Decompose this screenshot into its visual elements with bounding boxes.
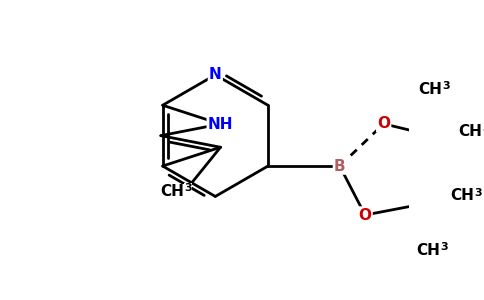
Text: CH: CH — [450, 188, 474, 203]
Text: CH: CH — [458, 124, 483, 139]
Text: CH: CH — [416, 243, 440, 258]
Text: 3: 3 — [483, 123, 484, 134]
Text: NH: NH — [208, 116, 233, 131]
Text: O: O — [359, 208, 372, 223]
Text: 3: 3 — [184, 183, 192, 193]
Text: 3: 3 — [440, 242, 448, 253]
Text: CH: CH — [160, 184, 184, 199]
Text: N: N — [209, 68, 222, 82]
Text: 3: 3 — [474, 188, 482, 198]
Text: B: B — [334, 158, 346, 173]
Text: CH: CH — [418, 82, 442, 97]
Text: O: O — [377, 116, 390, 131]
Text: 3: 3 — [442, 81, 450, 91]
